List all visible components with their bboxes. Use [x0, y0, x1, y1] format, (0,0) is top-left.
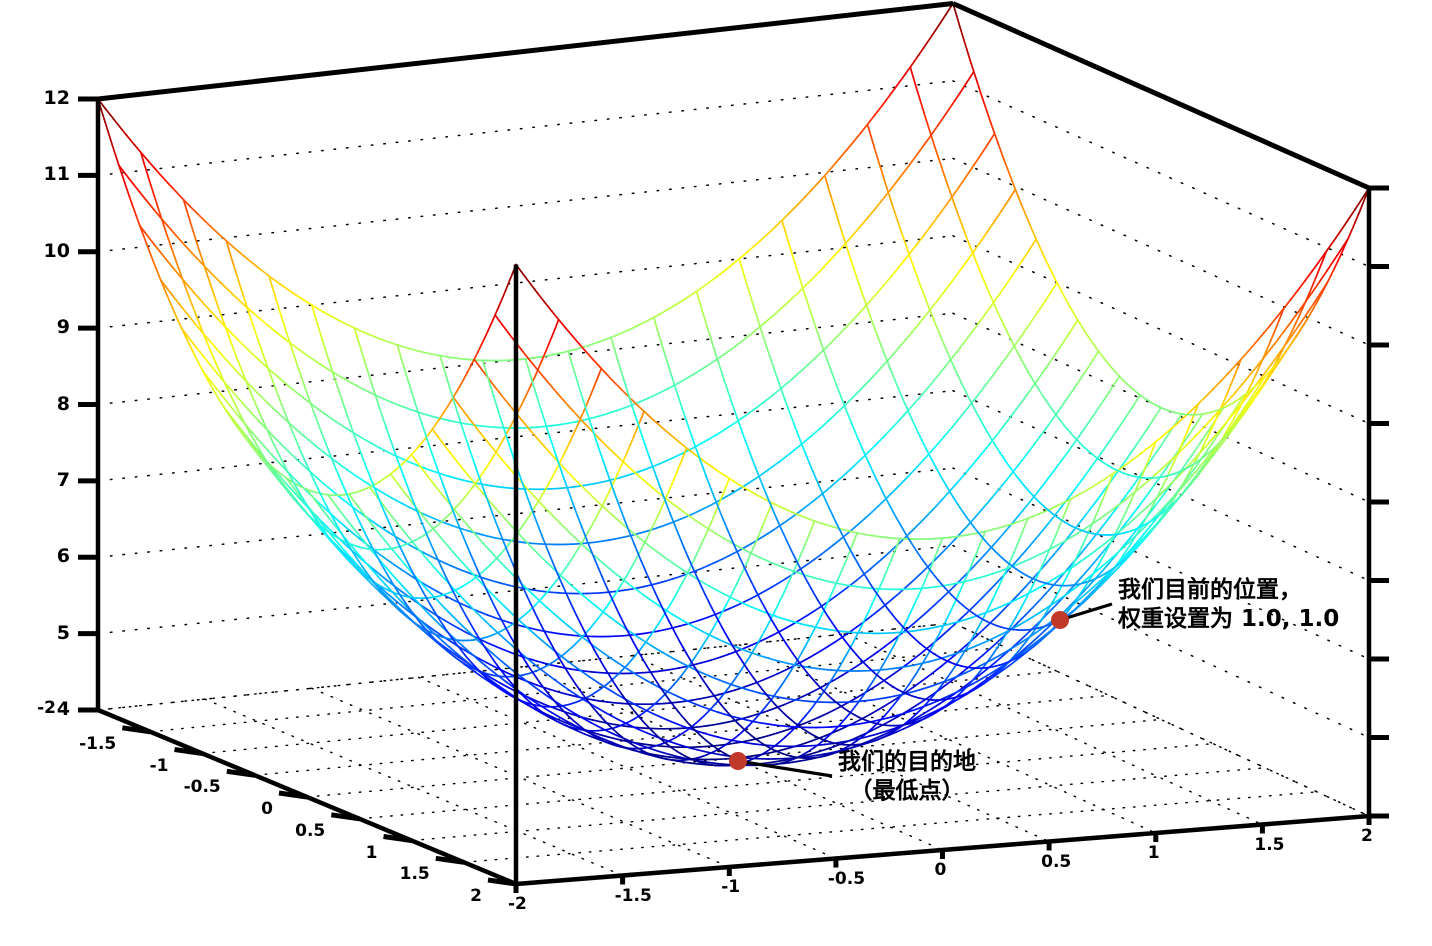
marker-destination-annotation [729, 752, 747, 770]
z-tick-label-8: 4 [56, 698, 70, 720]
y-tick-label-2: -1 [721, 877, 741, 897]
z-top-left-edge [97, 1, 954, 102]
current-position-annotation: 我们目前的位置， 权重设置为 1.0, 1.0 [1118, 576, 1339, 635]
z-tick-label-7: 5 [56, 621, 70, 644]
destination-annotation-line-1: 我们的目的地 [838, 749, 976, 775]
x-tick-label-4: 0.5 [295, 820, 326, 841]
y-tick-label-4: 0 [934, 860, 947, 880]
y-tick-label-6: 1 [1147, 843, 1160, 863]
destination-annotation-line-2: （最低点） [849, 778, 965, 805]
x-tick-label-6: 1.5 [399, 864, 430, 885]
z-tick-label-6: 6 [56, 545, 70, 568]
current-position-annotation-line-1: 我们目前的位置， [1118, 577, 1302, 603]
z-tick-label-0: 12 [43, 87, 70, 109]
x-tick-label-1: -1 [149, 755, 169, 776]
annotation-leader-0 [1059, 602, 1113, 622]
axis-ticks [78, 96, 1389, 893]
x-tick-label-7: 2 [470, 886, 482, 906]
y-tick-label-8: 2 [1361, 826, 1373, 846]
z-tick-label-2: 10 [43, 239, 70, 262]
axis-spines [95, 1, 1372, 887]
z-tick-label-4: 8 [56, 392, 70, 415]
y-tick-label-3: -0.5 [827, 868, 866, 889]
x-axis-corner-label: -2 [37, 698, 56, 718]
annotation-leader-1 [737, 759, 833, 778]
y-tick-label-0: -2 [508, 894, 527, 914]
y-tick-label-1: -1.5 [614, 885, 652, 906]
x-tick-label-2: -0.5 [183, 777, 221, 798]
z-tick-label-1: 11 [43, 163, 70, 186]
destination-annotation: 我们的目的地 （最低点） [838, 748, 976, 807]
current-position-annotation-line-2: 权重设置为 1.0, 1.0 [1118, 606, 1340, 633]
z-tick-label-5: 7 [56, 468, 70, 491]
surface-mesh [97, 2, 1370, 767]
z-tick-label-3: 9 [56, 316, 70, 339]
markers [729, 602, 1113, 778]
y-tick-label-7: 1.5 [1254, 834, 1285, 855]
y-tick-label-5: 0.5 [1041, 851, 1072, 872]
z-top-back-right-edge [951, 1, 1371, 191]
marker-current-position-annotation [1051, 611, 1069, 629]
x-tick-label-5: 1 [365, 842, 378, 863]
x-tick-label-3: 0 [261, 799, 273, 819]
x-tick-label-0: -1.5 [79, 733, 117, 754]
